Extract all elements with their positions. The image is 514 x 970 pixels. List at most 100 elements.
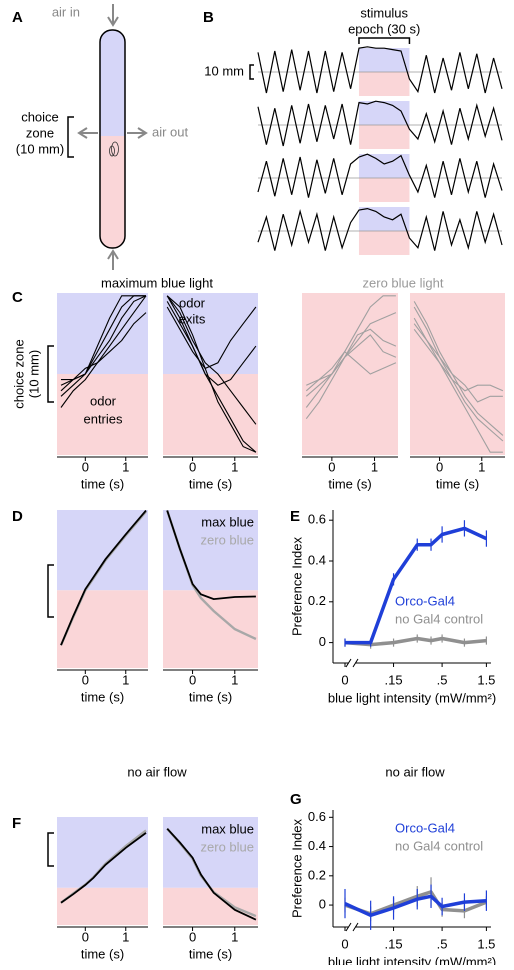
y-tick-label: 0.2 [308,593,326,608]
annotation: odor [179,295,206,310]
x-tick-label: 1 [478,459,485,474]
x-tick-label: 1 [231,459,238,474]
stimulus-blue [358,48,410,72]
air-in-label: air in [52,4,80,19]
x-tick-label: 0 [189,672,196,687]
y-tick-label: 0.2 [308,867,326,882]
legend-label: no Gal4 control [395,611,483,626]
background-pink [163,590,258,668]
air-out-label: air out [152,124,189,139]
x-tick-label: 1.5 [477,672,495,687]
title: zero blue light [363,275,444,290]
x-tick-label: .5 [437,672,448,687]
background-pink [57,374,148,455]
background-blue [163,510,258,591]
trajectory [305,312,397,420]
trajectory [305,295,396,408]
x-axis-label: time (s) [436,476,479,491]
mean-trajectory [60,510,147,646]
title: no air flow [127,764,187,779]
plot-area [60,295,147,408]
trajectory [413,301,503,403]
x-tick-label: 1 [371,459,378,474]
bracket [47,564,54,618]
trace [257,46,503,94]
panel-letter: G [290,791,302,808]
x-axis-label: time (s) [189,946,232,961]
panel-letter: B [203,9,214,26]
annotation: exits [179,311,206,326]
y-axis-label: (10 mm) [26,350,41,398]
trajectory [305,350,397,392]
panel-letter: C [12,289,23,306]
plot-area [305,295,397,420]
trajectory [413,317,503,453]
axis-break-gap [349,923,355,931]
legend-label: zero blue [201,839,254,854]
y-axis-label: Preference Index [289,537,304,637]
panel-letter: F [12,815,21,832]
background-pink [163,887,258,925]
x-tick-label: 1.5 [477,936,495,951]
series-line [344,894,487,918]
x-tick-label: 1 [122,459,129,474]
title: no air flow [385,764,445,779]
x-tick-label: 0 [82,459,89,474]
trajectory [166,306,257,370]
x-tick-label: .15 [385,936,403,951]
series-line [345,526,488,645]
x-tick-label: 0 [82,672,89,687]
arena-pink [100,136,125,248]
annotation: entries [83,411,123,426]
x-axis-label: blue light intensity (mW/mm²) [328,690,496,705]
arrow [127,127,148,139]
background-pink [57,887,148,925]
stimulus-blue [358,101,410,125]
y-tick-label: 0.6 [308,809,326,824]
x-tick-label: 1 [122,672,129,687]
trace [257,153,503,198]
plot-area [60,829,147,904]
panel-letter: D [12,508,23,525]
mean-trajectory [166,510,256,601]
x-axis-label: blue light intensity (mW/mm²) [328,954,496,965]
stimulus-blue [358,207,410,231]
y-tick-label: 0.6 [308,512,326,527]
axis-break [345,922,359,932]
mean-trajectory [166,828,257,921]
plot-area [166,510,257,641]
mean-trajectory [60,832,147,904]
x-axis-label: time (s) [81,689,124,704]
x-tick-label: 0 [341,672,348,687]
legend-label: Orco-Gal4 [395,820,455,835]
background-blue [163,817,258,888]
scale-label: 10 mm [204,63,244,78]
choice-zone-label: (10 mm) [16,141,64,156]
stimulus-pink [358,231,410,255]
arrow [107,249,119,270]
series-line [344,636,487,647]
x-tick-label: 1 [231,929,238,944]
panel-a: A air in air out choice zone (10 mm) [12,4,189,270]
x-tick-label: 1 [231,672,238,687]
background-blue [57,817,148,888]
x-tick-label: 0 [189,459,196,474]
axis-break [345,658,359,668]
trajectory [61,295,146,381]
trajectory [306,334,397,386]
legend-label: Orco-Gal4 [395,593,455,608]
y-tick-label: 0.4 [308,552,326,567]
panel-letter: A [12,9,23,26]
stimulus-pink [358,178,410,202]
y-tick-label: 0 [319,634,326,649]
legend-label: max blue [201,821,254,836]
x-axis-label: time (s) [81,946,124,961]
trajectory [166,295,257,425]
trajectory [60,295,147,392]
background-pink [163,374,258,455]
fly [111,141,119,157]
stimulus-pink [358,125,410,149]
x-tick-label: 0 [436,459,443,474]
trajectory [413,323,504,436]
